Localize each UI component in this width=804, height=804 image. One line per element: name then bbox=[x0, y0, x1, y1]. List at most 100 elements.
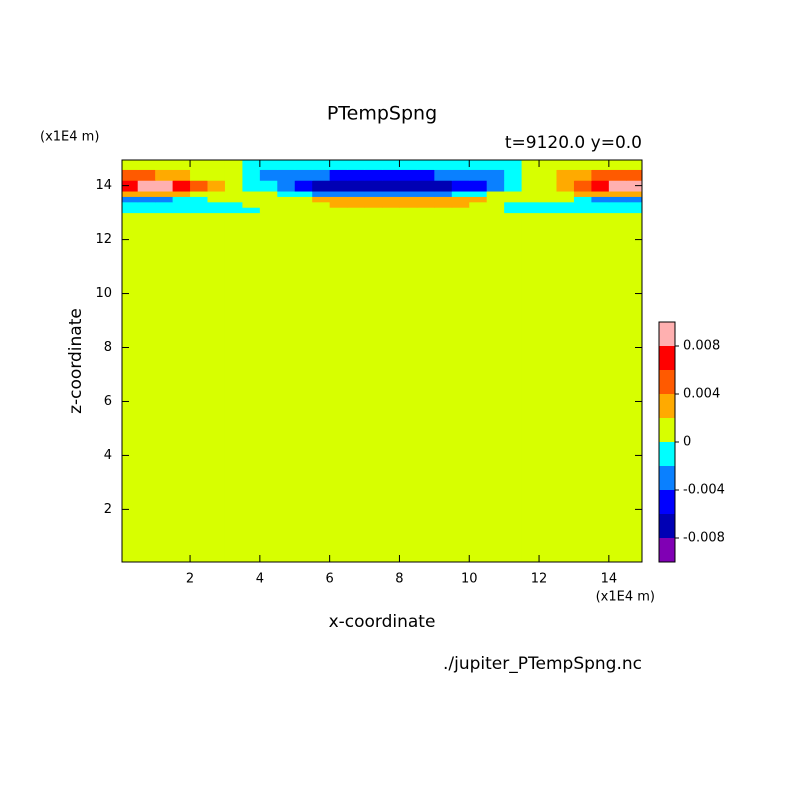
contour-cell bbox=[591, 201, 610, 208]
contour-cell bbox=[172, 160, 191, 170]
contour-cell bbox=[329, 169, 348, 181]
contour-cell bbox=[556, 160, 575, 170]
contour-cell bbox=[382, 160, 400, 170]
contour-cell bbox=[190, 191, 209, 197]
contour-cell bbox=[172, 207, 191, 214]
contour-cell bbox=[556, 207, 575, 214]
contour-cell bbox=[504, 201, 523, 208]
colorbar-tick-label: 0 bbox=[683, 435, 691, 450]
colorbar-band bbox=[659, 418, 675, 442]
contour-cell bbox=[172, 180, 191, 192]
x-axis-label: x-coordinate bbox=[329, 612, 436, 632]
contour-cell bbox=[434, 196, 453, 203]
contour-cell bbox=[312, 207, 331, 214]
contour-cell bbox=[347, 169, 366, 181]
contour-cell bbox=[399, 212, 418, 563]
contour-cell bbox=[259, 191, 278, 197]
contour-cell bbox=[573, 180, 592, 192]
contour-cell bbox=[347, 191, 366, 197]
contour-cell bbox=[137, 201, 156, 208]
contour-cell bbox=[122, 201, 139, 208]
contour-cell bbox=[608, 191, 627, 197]
contour-cell bbox=[539, 212, 557, 563]
contour-cell bbox=[277, 180, 296, 192]
contour-cell bbox=[573, 191, 592, 197]
contour-cell bbox=[122, 196, 139, 203]
contour-cell bbox=[573, 196, 592, 203]
contour-cell bbox=[451, 169, 470, 181]
colorbar-band bbox=[659, 514, 675, 538]
contour-cell bbox=[294, 196, 313, 203]
contour-cell bbox=[504, 191, 523, 197]
contour-cell bbox=[434, 191, 453, 197]
contour-cell bbox=[364, 180, 383, 192]
contour-cell bbox=[504, 169, 523, 181]
contour-cell bbox=[469, 191, 488, 197]
contour-cell bbox=[399, 196, 418, 203]
x-tick-label: 4 bbox=[256, 572, 264, 587]
contour-cell bbox=[416, 169, 435, 181]
contour-cell bbox=[451, 160, 470, 170]
contour-cell bbox=[312, 180, 331, 192]
contour-cell bbox=[122, 207, 139, 214]
contour-cell bbox=[626, 191, 643, 197]
contour-cell bbox=[155, 169, 174, 181]
colorbar-band bbox=[659, 394, 675, 418]
y-tick-label: 14 bbox=[95, 178, 112, 193]
contour-cell bbox=[451, 207, 470, 214]
contour-cell bbox=[626, 207, 643, 214]
contour-cell bbox=[486, 196, 505, 203]
contour-cell bbox=[277, 191, 296, 197]
contour-cell bbox=[347, 180, 366, 192]
contour-cell bbox=[608, 169, 627, 181]
contour-cell bbox=[416, 191, 435, 197]
contour-cell bbox=[207, 207, 226, 214]
contour-cell bbox=[364, 160, 383, 170]
contour-cell bbox=[172, 201, 191, 208]
contour-cell bbox=[521, 180, 540, 192]
contour-cell bbox=[312, 160, 331, 170]
y-tick-label: 12 bbox=[95, 232, 112, 247]
contour-cell bbox=[608, 160, 627, 170]
contour-cell bbox=[277, 201, 296, 208]
contour-cell bbox=[364, 191, 383, 197]
contour-cell bbox=[155, 201, 174, 208]
contour-cell bbox=[591, 180, 610, 192]
contour-cell bbox=[294, 212, 313, 563]
contour-cell bbox=[539, 207, 557, 214]
contour-cell bbox=[190, 180, 209, 192]
contour-cell bbox=[207, 212, 226, 563]
contour-cell bbox=[207, 191, 226, 197]
contour-cell bbox=[312, 169, 331, 181]
contour-cell bbox=[364, 212, 383, 563]
contour-cell bbox=[556, 180, 575, 192]
contour-cell bbox=[259, 196, 278, 203]
contour-cell bbox=[469, 201, 488, 208]
contour-cell bbox=[224, 212, 243, 563]
contour-cell bbox=[242, 196, 261, 203]
contour-cell bbox=[190, 207, 209, 214]
contour-cell bbox=[277, 212, 296, 563]
contour-cell bbox=[172, 212, 191, 563]
colorbar-tick-label: -0.004 bbox=[683, 483, 725, 498]
contour-cell bbox=[608, 201, 627, 208]
contour-cell bbox=[626, 201, 643, 208]
contour-cell bbox=[364, 201, 383, 208]
x-tick-label: 12 bbox=[531, 572, 548, 587]
contour-cell bbox=[416, 180, 435, 192]
contour-cell bbox=[573, 169, 592, 181]
contour-cell bbox=[591, 169, 610, 181]
contour-cell bbox=[207, 201, 226, 208]
contour-cell bbox=[277, 207, 296, 214]
contour-cell bbox=[207, 160, 226, 170]
contour-cell bbox=[294, 160, 313, 170]
contour-cell bbox=[122, 180, 139, 192]
contour-cell bbox=[626, 196, 643, 203]
contour-cell bbox=[382, 212, 400, 563]
contour-cell bbox=[416, 201, 435, 208]
contour-cell bbox=[155, 207, 174, 214]
contour-cell bbox=[294, 191, 313, 197]
contour-cell bbox=[364, 207, 383, 214]
